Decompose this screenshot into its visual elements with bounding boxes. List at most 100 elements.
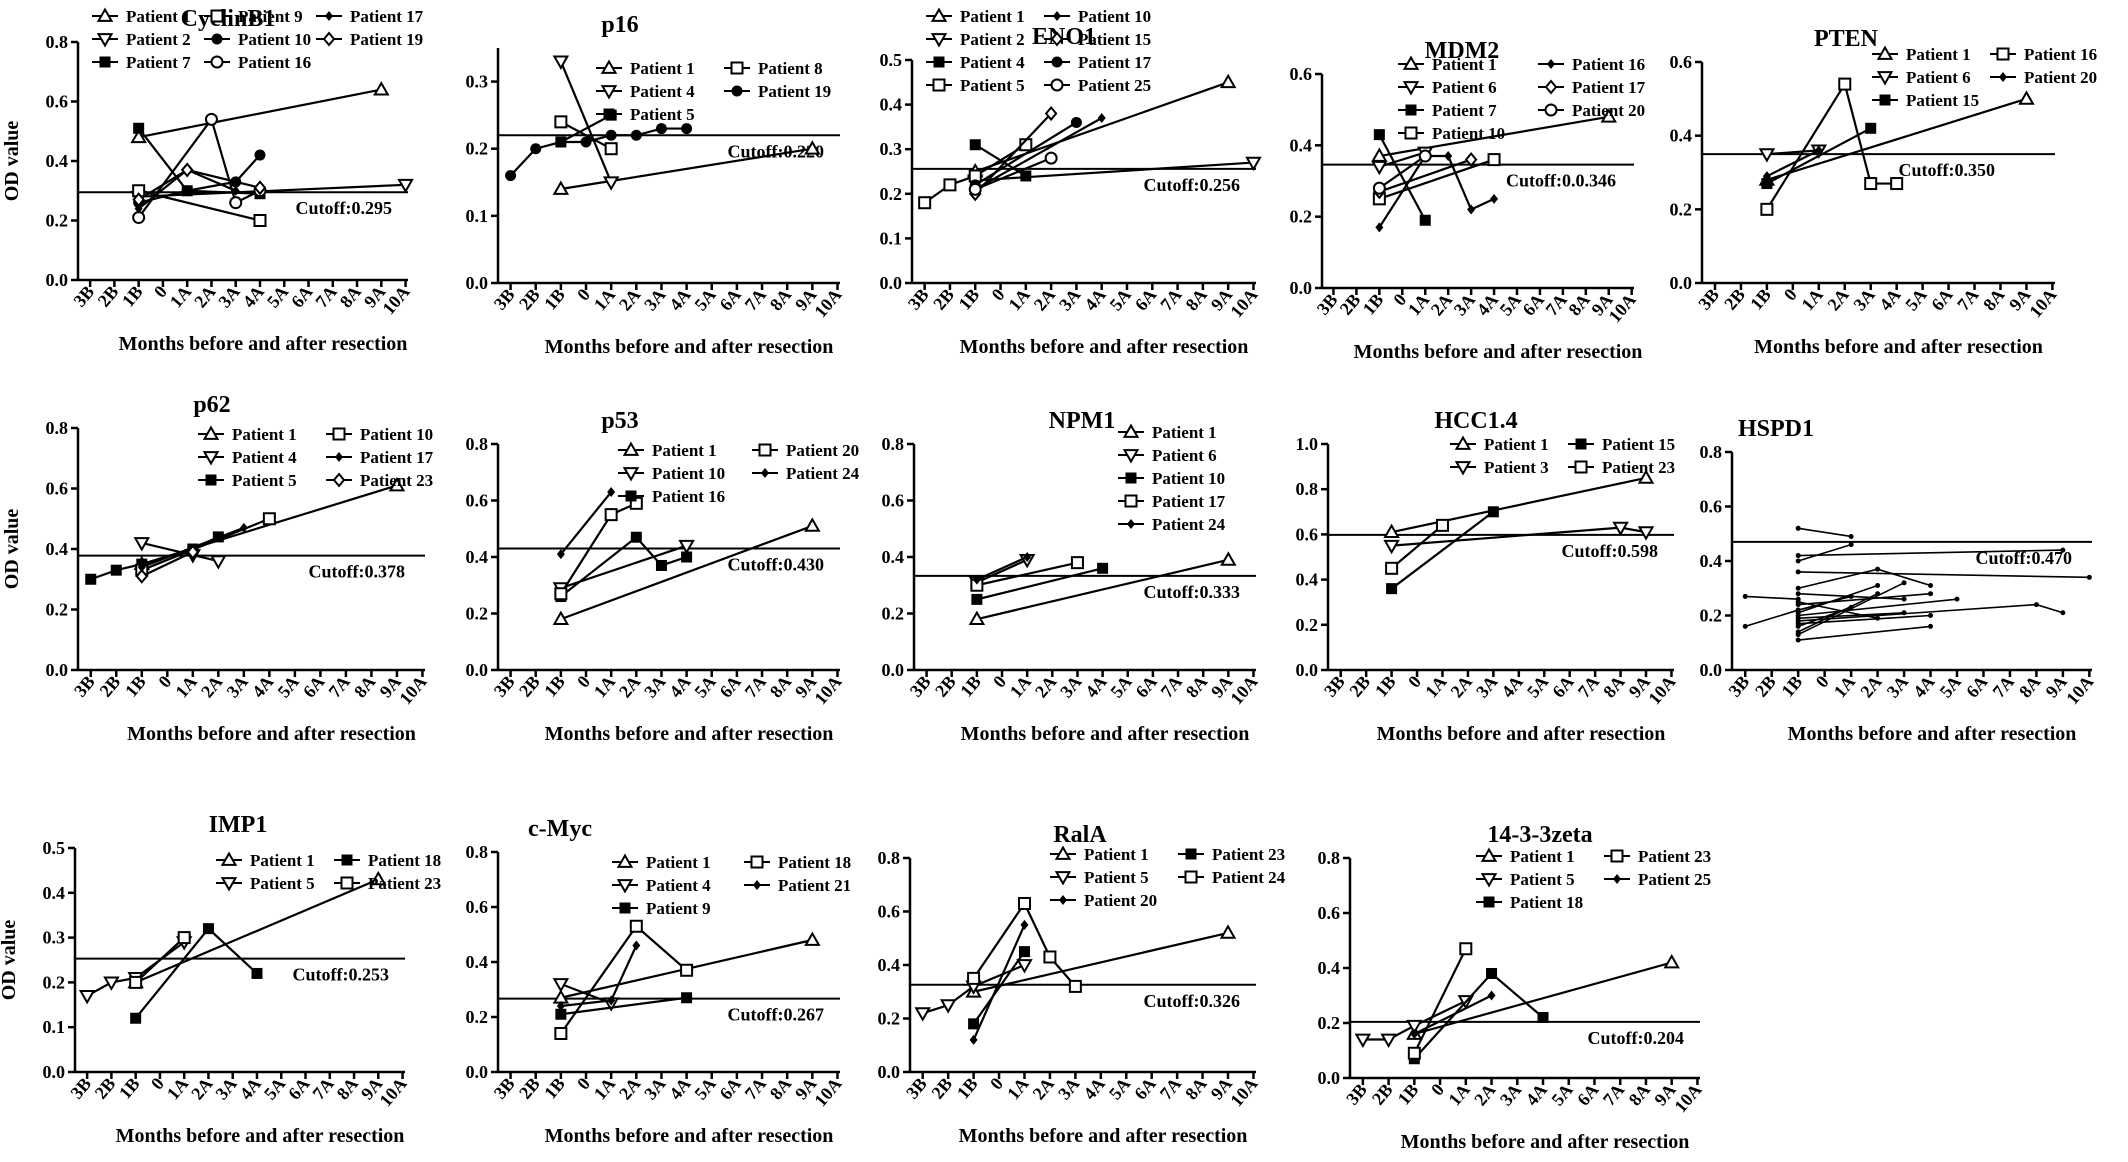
x-tick-label: 10A [810, 1074, 845, 1111]
data-point [1795, 610, 1801, 616]
y-tick-label: 0.2 [1700, 606, 1723, 626]
x-tick-label: 6A [1130, 1074, 1159, 1104]
series-line-18 [1795, 604, 1854, 629]
legend-marker [930, 33, 948, 48]
series-patient-18 [130, 923, 263, 1024]
legend-label: Patient 17 [350, 7, 424, 26]
x-axis-label: Months before and after resection [960, 336, 1249, 358]
y-tick-label: 0.4 [878, 955, 901, 975]
x-tick-label: 1A [1444, 1080, 1473, 1110]
series-line [976, 558, 1229, 621]
x-tick-label: 3B [1320, 672, 1349, 701]
series-line [1378, 158, 1495, 200]
x-tick-label: 7A [1599, 1080, 1628, 1110]
x-tick-label: 7A [1156, 285, 1185, 315]
legend: Patient 1 Patient 4 Patient 9 Patient 18 Pat… [612, 853, 851, 918]
y-tick-label: 0.2 [466, 139, 489, 159]
legend: Patient 1 Patient 3 Patient 15 Patient 23 [1450, 435, 1675, 477]
x-tick-label: 1A [1830, 672, 1859, 702]
x-tick-label: 4A [665, 672, 694, 702]
data-point [607, 487, 616, 498]
legend-label: Patient 17 [360, 448, 434, 467]
series-line [974, 81, 1229, 173]
series-line [976, 567, 1103, 601]
series-patient-19 [505, 123, 693, 182]
data-point [1435, 518, 1449, 532]
x-tick-label: 2A [1470, 1080, 1499, 1110]
legend-marker [1999, 72, 2007, 82]
legend-label: Patient 1 [652, 441, 717, 460]
x-axis-label: Months before and after resection [116, 1125, 405, 1147]
legend-marker [622, 467, 640, 482]
series-patient-1 [130, 81, 390, 144]
legend-label: Patient 16 [652, 487, 725, 506]
series-line [1744, 609, 1799, 628]
x-tick-label: 3A [1055, 285, 1084, 315]
legend-marker [1876, 45, 1894, 60]
legend-label: Patient 1 [1084, 845, 1149, 864]
x-tick-label: 2A [1031, 672, 1060, 702]
data-point [1795, 629, 1801, 635]
data-point [1795, 615, 1801, 621]
x-tick-label: 7A [741, 285, 770, 315]
legend-marker [332, 472, 346, 488]
chart-title: ENO1 [1032, 24, 1096, 50]
x-tick-label: 1B [953, 1074, 982, 1103]
data-point [132, 192, 145, 208]
series-line [973, 931, 1229, 993]
series-line [1378, 155, 1426, 190]
legend-label: Patient 6 [1152, 446, 1217, 465]
y-tick-label: 0.4 [880, 95, 903, 115]
x-tick-label: 10A [2062, 672, 2097, 709]
data-point [971, 593, 983, 605]
series-line-5 [1742, 607, 1801, 629]
legend-label: Patient 10 [360, 425, 433, 444]
legend-marker [603, 108, 615, 120]
legend-label: Patient 23 [368, 874, 441, 893]
data-point [130, 1012, 142, 1024]
x-tick-label: 4A [1497, 672, 1526, 702]
series-line [134, 927, 258, 1019]
x-tick-label: 6A [1573, 1080, 1602, 1110]
y-tick-label: 0.2 [1290, 207, 1313, 227]
x-tick-label: 3B [904, 285, 933, 314]
data-point [1043, 950, 1057, 964]
y-tick-label: 0.1 [466, 206, 489, 226]
data-point [2018, 90, 2035, 105]
series-line [1798, 614, 1931, 625]
data-point [939, 999, 957, 1014]
series-line [1378, 134, 1427, 221]
y-tick-label: 0.4 [466, 547, 489, 567]
x-axis-label: Months before and after resection [1788, 723, 2077, 745]
y-tick-label: 0.8 [46, 418, 69, 438]
legend-marker [1575, 438, 1587, 450]
x-tick-label: 2A [1823, 285, 1852, 315]
legend-label: Patient 20 [1084, 891, 1157, 910]
data-point [1386, 583, 1398, 595]
data-point [604, 508, 618, 522]
y-tick-label: 0.4 [46, 151, 69, 171]
series-patient-15 [1386, 506, 1499, 595]
data-point [2086, 574, 2092, 580]
legend: Patient 1 Patient 6 Patient 7 Patient 10 Pat… [1398, 55, 1646, 143]
series-patient-23 [1385, 518, 1449, 575]
series-line [1798, 571, 2090, 579]
legend-label: Patient 4 [960, 53, 1025, 72]
data-point [1467, 204, 1476, 215]
x-tick-label: 2B [929, 285, 958, 314]
x-axis-label: Months before and after resection [961, 723, 1250, 745]
legend-marker [1405, 104, 1417, 116]
data-point [552, 55, 570, 70]
x-tick-label: 2B [1368, 1080, 1397, 1109]
x-tick-label: 6A [715, 1074, 744, 1104]
cutoff-label: Cutoff:0.350 [1899, 160, 1996, 180]
series-line [922, 963, 1025, 1015]
x-tick-label: 3B [902, 1074, 931, 1103]
chart-title: MDM2 [1425, 38, 1500, 64]
series-line [560, 535, 687, 598]
data-point [1490, 193, 1499, 204]
series-line [1413, 948, 1467, 1054]
y-tick-label: 0.2 [46, 600, 69, 620]
